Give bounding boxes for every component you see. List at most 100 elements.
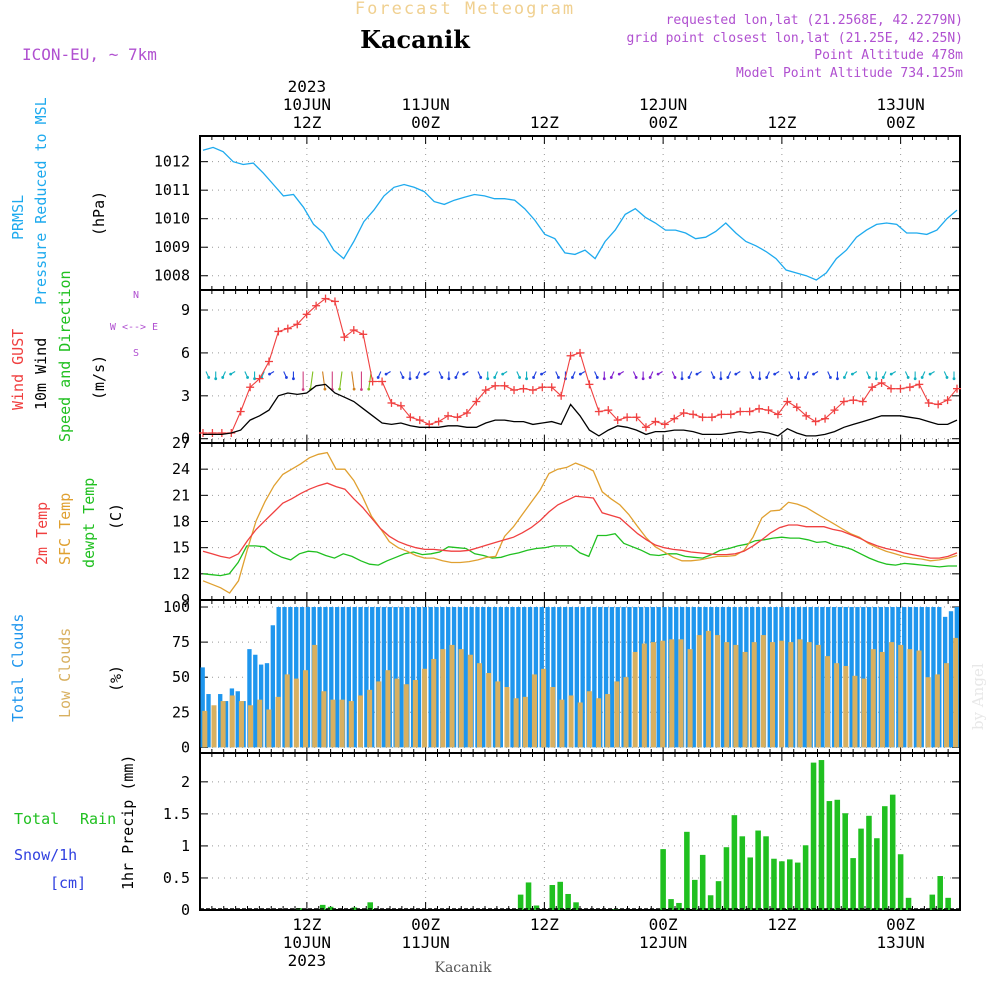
total-cloud-bar xyxy=(329,607,334,748)
wind-direction-head xyxy=(493,376,497,379)
total-cloud-bar xyxy=(866,607,872,748)
low-cloud-bar xyxy=(495,681,501,748)
rain-bar xyxy=(747,857,753,910)
rain-bar xyxy=(779,861,785,910)
total-cloud-bar xyxy=(767,607,772,748)
rain-bar xyxy=(533,905,540,910)
wind-direction-head xyxy=(906,376,910,379)
low-cloud-bar xyxy=(348,701,354,748)
low-cloud-bar xyxy=(321,691,327,748)
y-tick-label: 12 xyxy=(172,565,190,583)
watermark: by Angel xyxy=(969,663,987,730)
wind-direction-head xyxy=(376,376,380,379)
bottom-tick-label: 12Z xyxy=(767,915,796,934)
wind-direction-head xyxy=(829,376,832,379)
unit-c: (C) xyxy=(107,503,125,530)
total-cloud-bar xyxy=(773,607,778,748)
wind-direction-head xyxy=(214,377,218,381)
bottom-tick-label: 12JUN xyxy=(639,933,687,952)
wind-direction-head xyxy=(301,388,305,391)
wind-direction-head xyxy=(486,377,490,381)
total-cloud-bar xyxy=(522,607,527,748)
low-cloud-bar xyxy=(257,699,263,748)
total-cloud-bar xyxy=(346,607,351,748)
total-cloud-bar xyxy=(861,607,866,748)
wind-direction-head xyxy=(501,372,505,376)
low-cloud-bar xyxy=(440,649,446,748)
low-cloud-bar xyxy=(394,678,400,748)
sfc-temp-line xyxy=(202,451,958,594)
wind-direction-head xyxy=(734,372,738,376)
wind-direction-arrow xyxy=(351,371,355,390)
low-cloud-bar xyxy=(834,663,840,748)
total-cloud-bar xyxy=(416,607,422,748)
wind-direction-head xyxy=(462,372,466,376)
total-cloud-bar xyxy=(785,607,790,748)
total-cloud-bar xyxy=(884,607,889,748)
ylabel-sfc: SFC Temp xyxy=(56,493,74,565)
bottom-tick-label: 12Z xyxy=(530,915,559,934)
low-cloud-bar xyxy=(751,642,757,748)
wind-direction-head xyxy=(928,372,932,376)
y-tick-label: 9 xyxy=(181,591,190,609)
low-cloud-bar xyxy=(586,691,592,748)
low-cloud-bar xyxy=(541,668,547,748)
wind-direction-head xyxy=(609,376,613,379)
ylabel-rain: Rain xyxy=(80,810,116,828)
total-cloud-bar xyxy=(674,607,679,748)
total-cloud-bar xyxy=(691,607,696,748)
wind-direction-head xyxy=(797,377,800,381)
grid-point-coords: grid point closest lon,lat (21.25E, 42.2… xyxy=(626,31,963,46)
low-cloud-bar xyxy=(843,665,849,748)
wind-direction-head xyxy=(773,372,777,376)
y-tick-label: 0 xyxy=(181,738,190,756)
wind-direction-head xyxy=(843,376,846,379)
total-cloud-bar xyxy=(218,694,223,748)
wind-direction-head xyxy=(525,377,528,381)
wind-direction-head xyxy=(285,376,288,379)
y-tick-label: 3 xyxy=(181,387,190,405)
total-cloud-bar xyxy=(381,607,387,748)
wind-direction-head xyxy=(712,376,716,379)
wind-direction-arrow xyxy=(309,371,314,390)
rain-bar xyxy=(731,815,738,910)
wind-direction-head xyxy=(221,376,225,379)
low-cloud-bar xyxy=(568,695,574,748)
ylabel-gust: Wind GUST xyxy=(9,329,27,410)
low-cloud-bar xyxy=(687,649,693,748)
rain-bar xyxy=(787,859,793,910)
y-tick-label: 6 xyxy=(181,344,190,362)
wind-direction-head xyxy=(246,376,249,379)
ylabel-wind: 10m Wind xyxy=(32,338,50,410)
ylabel-direction: Speed and Direction xyxy=(56,270,74,442)
rain-bar xyxy=(866,815,872,910)
wind-direction-head xyxy=(634,376,638,379)
rain-bar xyxy=(684,831,690,910)
total-cloud-bar xyxy=(428,607,433,748)
low-cloud-bar xyxy=(678,639,684,748)
top-tick-label: 2023 xyxy=(288,77,327,96)
top-tick-label: 12Z xyxy=(530,113,559,132)
rain-bar xyxy=(826,801,833,910)
wind-direction-head xyxy=(447,377,451,381)
low-cloud-bar xyxy=(367,689,373,748)
low-cloud-bar xyxy=(422,668,428,748)
wind-direction-head xyxy=(617,372,621,376)
ylabel-prmsl: PRMSL xyxy=(9,195,27,240)
y-tick-label: 50 xyxy=(172,668,190,686)
rain-bar xyxy=(889,794,896,910)
total-cloud-bar xyxy=(948,611,954,748)
total-cloud-bar xyxy=(270,625,275,748)
bottom-tick-label: 00Z xyxy=(411,915,440,934)
model-label: ICON-EU, ~ 7km xyxy=(22,45,157,64)
low-cloud-bar xyxy=(605,694,611,748)
low-cloud-bar xyxy=(449,644,455,748)
rain-bar xyxy=(739,836,746,910)
top-tick-label: 12Z xyxy=(767,113,796,132)
low-cloud-bar xyxy=(934,674,940,748)
low-cloud-bar xyxy=(623,677,629,748)
low-cloud-bar xyxy=(531,674,537,748)
rain-bar xyxy=(723,847,730,910)
wind-direction-head xyxy=(758,377,762,381)
